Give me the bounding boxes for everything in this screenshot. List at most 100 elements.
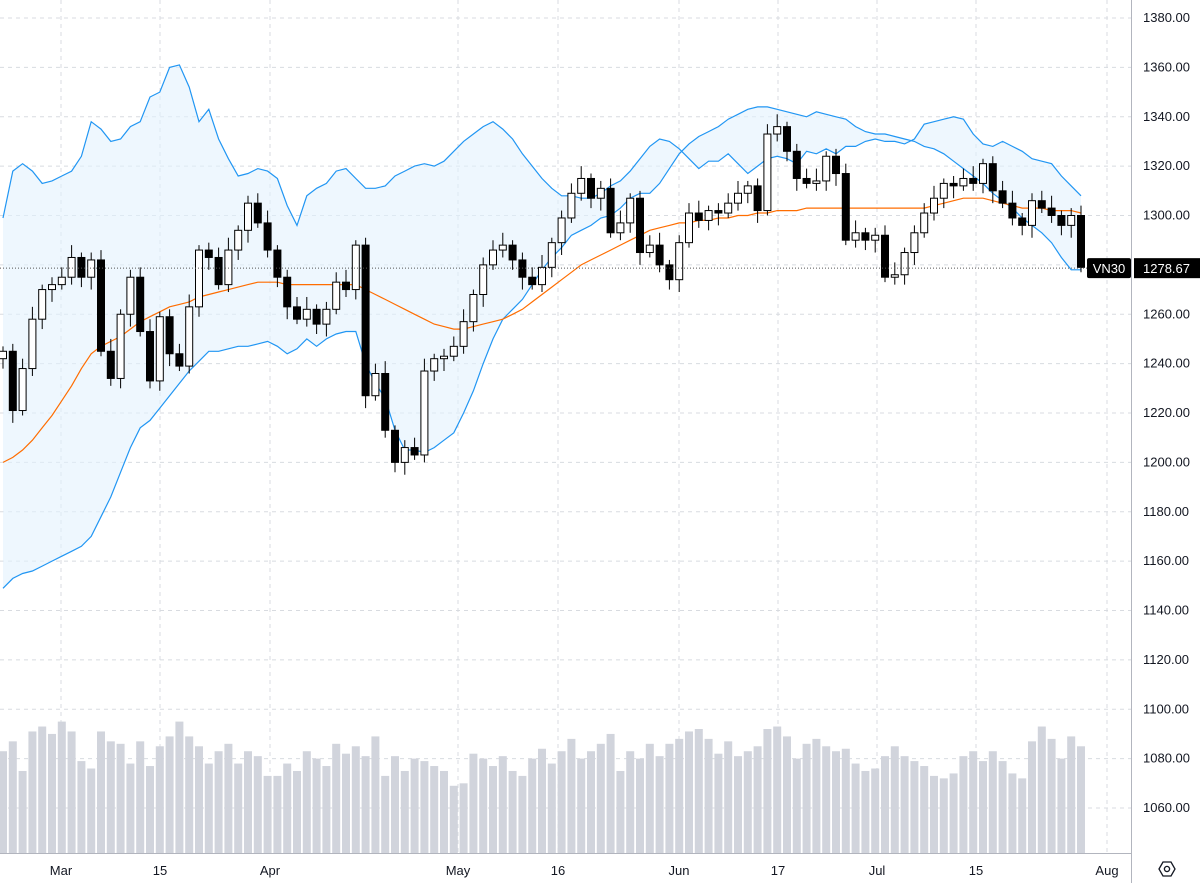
candle-up xyxy=(400,447,409,463)
candle-down xyxy=(988,163,997,192)
volume-bar xyxy=(489,766,497,853)
volume-bar xyxy=(538,748,546,853)
volume-bar xyxy=(1047,738,1056,853)
volume-bar xyxy=(244,751,252,853)
volume-bar xyxy=(253,756,262,853)
y-tick-label: 1180.00 xyxy=(1143,504,1189,519)
volume-bar xyxy=(665,743,674,853)
candle-down xyxy=(165,316,174,355)
volume-bar xyxy=(753,746,762,853)
symbol-label: VN30 xyxy=(1093,261,1126,276)
candle-up xyxy=(185,306,194,367)
volume-bar xyxy=(900,756,909,853)
candle-up xyxy=(743,185,752,194)
volume-bar xyxy=(263,775,272,853)
x-tick-label: Aug xyxy=(1095,863,1118,878)
candle-up xyxy=(18,368,27,412)
volume-bar xyxy=(1018,778,1027,853)
volume-bar xyxy=(636,758,644,853)
candle-up xyxy=(371,373,380,397)
candle-down xyxy=(998,190,1007,204)
price-badge xyxy=(1134,258,1200,279)
candle-up xyxy=(538,266,546,286)
candle-down xyxy=(136,276,145,333)
candle-up xyxy=(459,321,468,347)
candle-up xyxy=(302,308,311,320)
volume-bar xyxy=(851,763,860,853)
candle-down xyxy=(77,256,86,278)
volume-bar xyxy=(126,763,135,853)
volume-bar xyxy=(694,729,703,853)
candle-up xyxy=(547,242,556,268)
x-tick-label: May xyxy=(446,863,471,878)
candle-up xyxy=(812,180,821,184)
candle-up xyxy=(195,249,203,308)
volume-bar xyxy=(822,746,831,853)
volume-bar xyxy=(920,766,929,853)
volume-bar xyxy=(185,736,194,853)
volume-bar xyxy=(97,731,105,853)
gear-icon[interactable] xyxy=(1158,861,1176,877)
candle-down xyxy=(969,177,978,184)
volume-bar xyxy=(459,783,468,853)
volume-bar xyxy=(949,773,958,853)
volume-bar xyxy=(312,758,321,853)
candle-down xyxy=(1008,202,1017,219)
volume-bar xyxy=(430,766,439,853)
candle-down xyxy=(97,259,105,352)
volume-bar xyxy=(871,768,880,853)
volume-bar xyxy=(136,741,145,853)
symbol-badge xyxy=(1087,258,1131,279)
volume-bar xyxy=(616,770,625,853)
candle-down xyxy=(312,308,321,325)
y-tick-label: 1220.00 xyxy=(1143,405,1190,420)
volume-bar xyxy=(1067,736,1076,853)
y-tick-label: 1380.00 xyxy=(1143,10,1190,25)
candle-down xyxy=(253,202,262,224)
volume-bar xyxy=(146,766,154,853)
volume-bar xyxy=(400,770,409,853)
candle-up xyxy=(773,126,782,135)
volume-bar xyxy=(832,751,840,853)
volume-bar xyxy=(988,751,997,853)
volume-bar xyxy=(645,743,654,853)
volume-bar xyxy=(861,770,870,853)
candle-down xyxy=(146,331,154,382)
candle-up xyxy=(616,222,625,234)
volume-bar xyxy=(577,758,586,853)
volume-bar xyxy=(351,746,360,853)
volume-bar xyxy=(547,763,556,853)
volume-bar xyxy=(469,753,478,853)
volume-bar xyxy=(28,731,37,853)
candle-up xyxy=(155,316,164,382)
x-tick-label: 15 xyxy=(153,863,167,878)
volume-bar xyxy=(773,726,782,853)
candle-down xyxy=(293,306,301,320)
volume-bar xyxy=(293,770,301,853)
volume-bar xyxy=(440,770,448,853)
volume-bar xyxy=(930,775,938,853)
candle-down xyxy=(1077,215,1085,268)
candle-down xyxy=(881,234,889,278)
candle-up xyxy=(479,264,488,295)
volume-bar xyxy=(322,766,331,853)
candle-up xyxy=(469,294,478,323)
y-tick-label: 1300.00 xyxy=(1143,208,1190,223)
volume-bar xyxy=(763,729,772,853)
candle-up xyxy=(234,229,243,251)
candle-up xyxy=(851,232,860,241)
candle-up xyxy=(420,370,429,456)
volume-bar xyxy=(1057,758,1066,853)
volume-bar xyxy=(342,753,350,853)
candle-up xyxy=(626,197,635,224)
volume-bar xyxy=(204,763,213,853)
candle-up xyxy=(28,318,37,370)
candle-down xyxy=(106,350,115,379)
candle-down xyxy=(861,232,870,241)
volume-bar xyxy=(528,758,537,853)
bollinger-band-fill xyxy=(3,64,1081,589)
candle-up xyxy=(48,284,56,291)
candle-down xyxy=(587,177,595,199)
volume-bar xyxy=(0,751,7,853)
